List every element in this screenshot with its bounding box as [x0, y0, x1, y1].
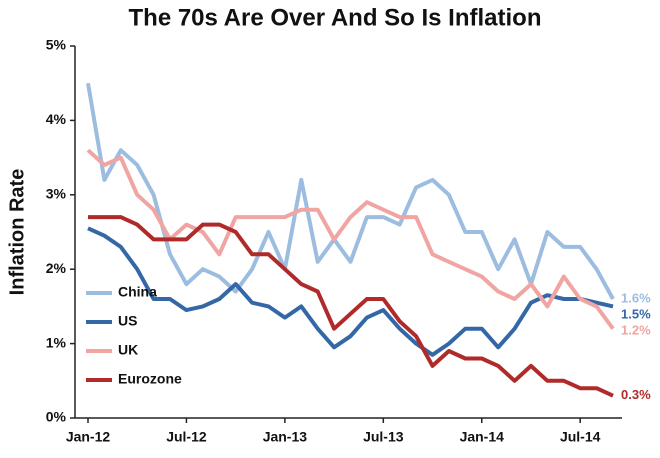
chart-title: The 70s Are Over And So Is Inflation [129, 4, 542, 31]
x-tick-label: Jul-14 [560, 429, 601, 445]
series-line [86, 82, 615, 300]
legend-label: US [118, 313, 137, 329]
series-line [87, 226, 614, 357]
legend-label: China [118, 284, 157, 300]
legend-label: Eurozone [118, 371, 182, 387]
x-tick-label: Jan-12 [66, 429, 111, 445]
y-tick-label: 4% [46, 111, 67, 127]
value-label: 1.5% [621, 306, 651, 321]
value-label: 1.2% [621, 322, 651, 337]
y-tick-label: 0% [46, 409, 67, 425]
y-tick-label: 1% [46, 334, 67, 350]
value-label: 0.3% [621, 387, 651, 402]
y-tick-label: 3% [46, 186, 67, 202]
x-tick-label: Jul-12 [166, 429, 207, 445]
series-line [88, 215, 614, 398]
y-tick-label: 2% [46, 260, 67, 276]
x-tick-label: Jul-13 [363, 429, 404, 445]
x-tick-label: Jan-14 [460, 429, 505, 445]
y-tick-label: 5% [46, 37, 67, 53]
legend-label: UK [118, 342, 138, 358]
value-label: 1.6% [621, 290, 651, 305]
y-axis-label: Inflation Rate [6, 169, 28, 296]
x-tick-label: Jan-13 [263, 429, 308, 445]
series-line [86, 148, 615, 330]
